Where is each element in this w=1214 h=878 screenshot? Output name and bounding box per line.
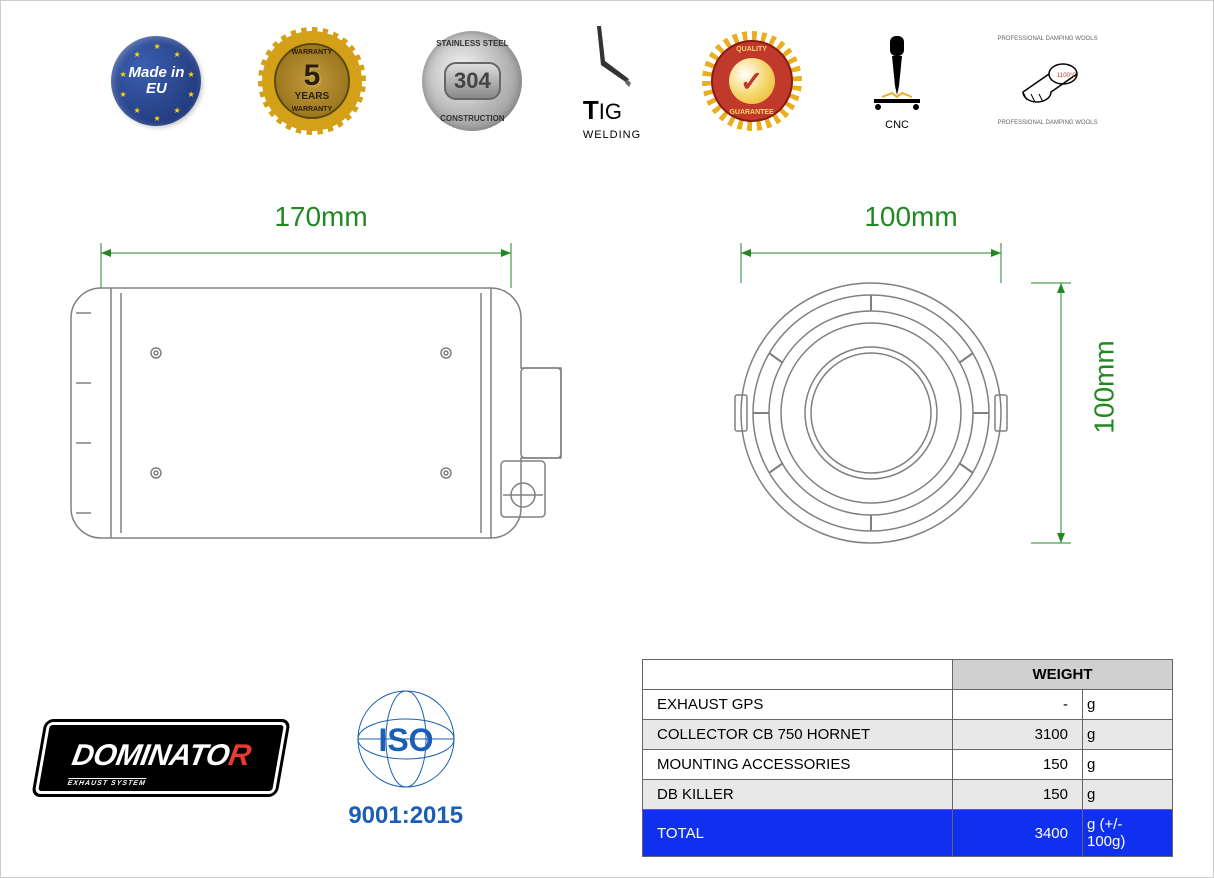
svg-text:ISO: ISO (378, 722, 433, 758)
iso-icon: ISO (341, 687, 471, 797)
brand-sub: EXHAUST SYSTEM (67, 778, 147, 787)
weight-row-value: - (953, 690, 1083, 720)
weight-row-label: EXHAUST GPS (643, 690, 953, 720)
damping-temp: 1100°C (1057, 73, 1077, 79)
weight-header: WEIGHT (953, 660, 1173, 690)
cnc-badge: CNC (862, 31, 932, 131)
steel-arc-bot: CONSTRUCTION (440, 114, 504, 123)
tig-torch-icon (587, 21, 637, 91)
quality-arc-bot: GUARANTEE (729, 109, 773, 116)
side-svg (61, 233, 581, 563)
diagrams: 170mm (1, 161, 1213, 588)
front-diagram: 100mm (701, 201, 1121, 568)
iso-code: 9001:2015 (341, 802, 471, 830)
brand-logo: DOMINATOR EXHAUST SYSTEM (35, 722, 287, 794)
weight-row-value: 3100 (953, 720, 1083, 750)
weight-table: WEIGHT EXHAUST GPS - g COLLECTOR CB 750 … (642, 659, 1173, 857)
warranty-badge: WARRANTY 5 YEARS WARRANTY (262, 31, 362, 131)
steel-grade: 304 (444, 62, 501, 100)
weight-row-value: 150 (953, 750, 1083, 780)
weight-row-unit: g (1083, 720, 1173, 750)
tig-sub: WELDING (583, 129, 641, 141)
damping-ring-bot: PROFESSIONAL DAMPING WOOLS (997, 120, 1097, 126)
warranty-years: YEARS (295, 91, 329, 102)
steel-arc-top: STAINLESS STEEL (436, 39, 508, 48)
warranty-arc-bot: WARRANTY (292, 106, 332, 113)
eu-badge: Made in EU ★ ★ ★ ★ ★ ★ ★ ★ ★ ★ (111, 36, 201, 126)
weight-row-unit: g (1083, 750, 1173, 780)
warranty-number: 5 (304, 61, 321, 91)
weight-row-unit: g (1083, 690, 1173, 720)
front-svg (701, 233, 1121, 563)
weight-total-label: TOTAL (643, 810, 953, 857)
weight-row-unit: g (1083, 780, 1173, 810)
iso-badge: ISO 9001:2015 (341, 687, 471, 830)
side-length-label: 170mm (61, 201, 581, 233)
quality-badge: QUALITY ✓ GUARANTEE (702, 31, 802, 131)
warranty-arc-top: WARRANTY (292, 49, 332, 56)
side-diagram: 170mm (61, 201, 581, 568)
weight-total-unit: g (+/- 100g) (1083, 810, 1173, 857)
steel-badge: STAINLESS STEEL 304 CONSTRUCTION (422, 31, 522, 131)
tig-letter: T (583, 95, 599, 125)
quality-check-icon: ✓ (729, 58, 775, 104)
damping-ring-top: PROFESSIONAL DAMPING WOOLS (997, 36, 1097, 42)
tig-badge: TIG WELDING (583, 21, 641, 141)
cnc-icon (862, 31, 932, 111)
weight-row-label: MOUNTING ACCESSORIES (643, 750, 953, 780)
cnc-label: CNC (885, 119, 909, 131)
bottom-row: DOMINATOR EXHAUST SYSTEM ISO 9001:2015 W… (1, 659, 1213, 857)
front-width-label: 100mm (701, 201, 1121, 233)
quality-arc-top: QUALITY (736, 46, 767, 53)
weight-row-value: 150 (953, 780, 1083, 810)
front-height-label: 100mm (1088, 340, 1120, 433)
brand-main: DOMINATO (70, 739, 232, 772)
badges-row: Made in EU ★ ★ ★ ★ ★ ★ ★ ★ ★ ★ WARRANTY … (1, 1, 1213, 161)
brand-r: R (226, 739, 253, 772)
weight-total-value: 3400 (953, 810, 1083, 857)
damping-icon: 1100°C (1013, 56, 1083, 106)
weight-row-label: DB KILLER (643, 780, 953, 810)
tig-rest: IG (599, 99, 622, 124)
damping-badge: PROFESSIONAL DAMPING WOOLS 1100°C PROFES… (993, 26, 1103, 136)
weight-row-label: COLLECTOR CB 750 HORNET (643, 720, 953, 750)
